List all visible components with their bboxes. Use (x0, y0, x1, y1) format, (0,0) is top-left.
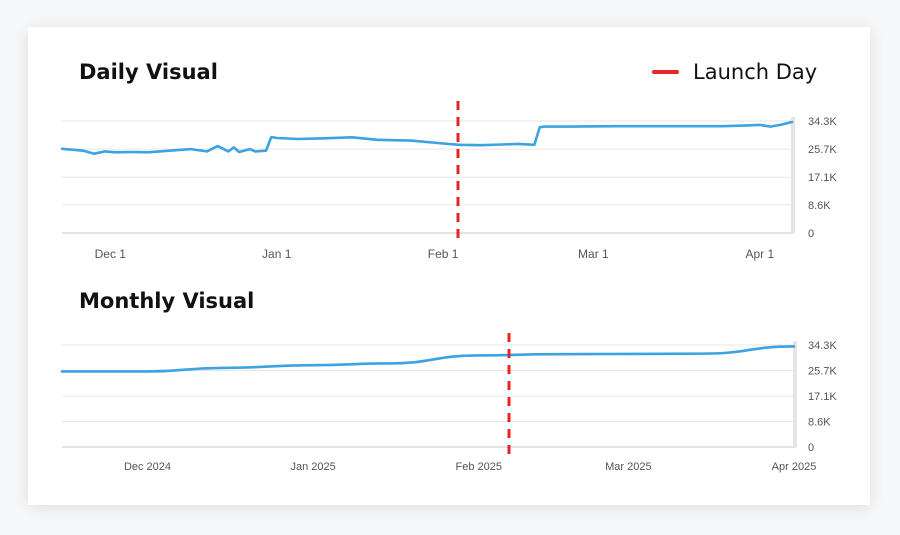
x-tick-label: Dec 1 (95, 247, 127, 261)
y-tick-label: 25.7K (808, 366, 837, 378)
x-tick-label: Apr 2025 (772, 461, 817, 473)
x-tick-label: Jan 2025 (290, 461, 335, 473)
x-tick-label: Apr 1 (745, 247, 774, 261)
series-line (60, 345, 796, 373)
y-axis-strip (793, 341, 797, 447)
x-tick-label: Mar 1 (578, 247, 609, 261)
legend-swatch-launch-day (652, 70, 679, 74)
x-tick-label: Feb 2025 (456, 461, 502, 473)
y-tick-label: 8.6K (808, 416, 831, 428)
daily-chart-title: Daily Visual (79, 60, 218, 84)
y-tick-label: 34.3K (808, 116, 837, 128)
y-tick-label: 0 (808, 442, 814, 454)
y-tick-label: 17.1K (808, 172, 837, 184)
x-tick-label: Mar 2025 (605, 461, 651, 473)
x-tick-label: Dec 2024 (124, 461, 171, 473)
daily-visual-chart: 34.3K 25.7K 17.1K 8.6K 0 Dec 1 Jan 1 Feb 1 Mar 1… (60, 101, 837, 261)
chart-card (28, 27, 870, 505)
y-tick-label: 8.6K (808, 200, 831, 212)
series-line (60, 120, 794, 155)
y-tick-label: 25.7K (808, 144, 837, 156)
monthly-visual-chart: 34.3K 25.7K 17.1K 8.6K 0 Dec 2024 Jan 2025 Feb … (60, 333, 837, 473)
legend-label: Launch Day (693, 60, 818, 84)
legend: Launch Day (652, 60, 817, 84)
y-axis-strip (791, 117, 795, 233)
y-tick-label: 34.3K (808, 340, 837, 352)
y-tick-label: 17.1K (808, 391, 837, 403)
x-tick-label: Jan 1 (262, 247, 292, 261)
monthly-chart-title: Monthly Visual (79, 289, 255, 313)
y-tick-label: 0 (808, 228, 814, 240)
x-tick-label: Feb 1 (428, 247, 459, 261)
